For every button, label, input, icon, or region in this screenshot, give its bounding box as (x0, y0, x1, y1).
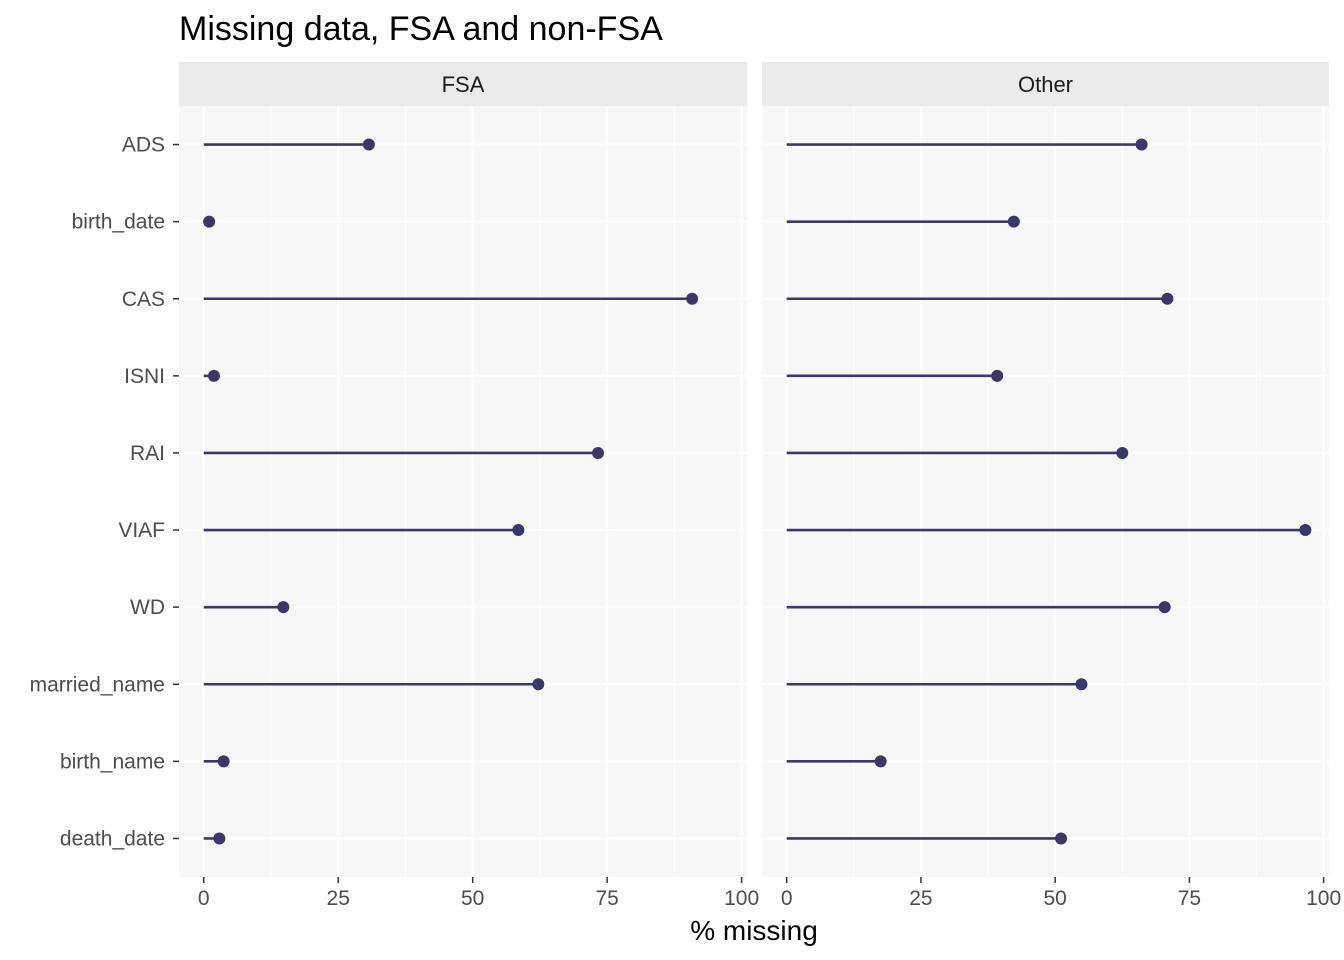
x-tick-label: 50 (1043, 887, 1066, 910)
x-axis-title: % missing (690, 915, 818, 946)
lollipop-point (532, 678, 545, 691)
x-tick-label: 100 (724, 887, 759, 910)
x-tick-label: 50 (461, 887, 484, 910)
y-tick-label: ADS (122, 134, 165, 157)
lollipop-point (592, 446, 605, 459)
y-tick-label: WD (130, 596, 165, 619)
x-tick-label: 0 (198, 887, 210, 910)
lollipop-point (1135, 138, 1148, 151)
lollipop-point (1158, 601, 1171, 614)
lollipop-point (207, 369, 220, 382)
y-tick-label: birth_name (60, 750, 165, 773)
facet-panels: FSA 0 25 50 75 100 Other 0 25 50 75 100 (179, 62, 1341, 910)
chart-title: Missing data, FSA and non-FSA (179, 10, 663, 48)
lollipop-point (217, 755, 230, 768)
y-tick-label: RAI (130, 442, 165, 465)
x-tick-label: 25 (327, 887, 350, 910)
lollipop-point (1161, 292, 1174, 305)
y-tick-label: birth_date (72, 211, 165, 234)
x-tick-label: 100 (1306, 887, 1341, 910)
lollipop-point (1007, 215, 1020, 228)
panel-background (179, 106, 747, 877)
facet-strip-label: FSA (442, 72, 485, 97)
panel-background (762, 106, 1329, 877)
facet-strip (179, 62, 747, 106)
lollipop-point (686, 292, 699, 305)
lollipop-point (874, 755, 887, 768)
lollipop-point (203, 215, 216, 228)
lollipop-point (277, 601, 290, 614)
facet-other: Other 0 25 50 75 100 (762, 62, 1341, 910)
x-tick-label: 75 (1178, 887, 1201, 910)
lollipop-point (512, 524, 525, 537)
y-tick-label: married_name (30, 673, 165, 696)
y-tick-label: ISNI (124, 365, 165, 388)
lollipop-point (1299, 524, 1312, 537)
lollipop-point (1075, 678, 1088, 691)
lollipop-point (991, 369, 1004, 382)
facet-strip (762, 62, 1329, 106)
y-axis: ADS birth_date CAS ISNI RAI VIAF WD married_nam… (30, 134, 179, 850)
y-tick-label: VIAF (118, 519, 165, 542)
lollipop-point (362, 138, 375, 151)
facet-strip-label: Other (1018, 72, 1073, 97)
y-tick-label: death_date (60, 827, 165, 850)
facet-fsa: FSA 0 25 50 75 100 (179, 62, 759, 910)
x-tick-label: 75 (595, 887, 618, 910)
x-tick-label: 25 (909, 887, 932, 910)
lollipop-point (1055, 832, 1068, 845)
y-tick-label: CAS (122, 288, 165, 311)
lollipop-point (1116, 446, 1129, 459)
x-tick-label: 0 (781, 887, 793, 910)
lollipop-point (213, 832, 226, 845)
